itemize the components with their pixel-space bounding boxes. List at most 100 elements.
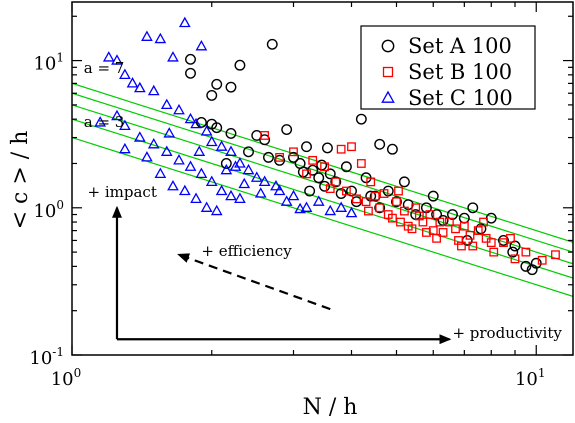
data-point (526, 264, 538, 276)
data-point (266, 38, 278, 50)
data-point (111, 109, 123, 121)
data-point (102, 51, 115, 62)
data-point (355, 113, 367, 125)
data-point (475, 223, 487, 235)
x-tick-label: 100 (51, 366, 82, 390)
data-point (313, 172, 325, 184)
data-point (205, 175, 218, 187)
plot-frame (71, 1, 574, 356)
data-point (316, 159, 328, 171)
data-point (242, 163, 255, 175)
data-point (302, 169, 311, 179)
data-point (119, 119, 131, 131)
data-point (154, 32, 167, 44)
data-point (551, 250, 560, 260)
legend-label: Set B 100 (408, 60, 512, 84)
data-point (211, 78, 223, 90)
data-point (274, 154, 286, 166)
data-point (280, 195, 293, 206)
data-point (195, 39, 208, 51)
data-point (331, 177, 341, 187)
data-point (206, 89, 218, 101)
data-point (147, 137, 160, 149)
data-point (324, 204, 337, 216)
annotation-efficiency: + efficiency (201, 242, 292, 260)
data-point (468, 241, 478, 251)
x-tick-label: 101 (515, 366, 546, 390)
data-point (141, 30, 153, 41)
data-point (352, 194, 361, 204)
data-point (200, 201, 213, 212)
data-point (438, 228, 448, 237)
data-point (308, 155, 318, 165)
data-point (435, 217, 445, 227)
data-point (147, 84, 160, 96)
data-point (461, 234, 473, 246)
data-point (356, 159, 366, 168)
data-point (432, 233, 441, 243)
data-point (394, 186, 403, 196)
data-point (133, 131, 146, 142)
data-point (167, 179, 179, 191)
data-point (451, 224, 460, 234)
data-point (454, 236, 463, 245)
reference-line-a-6 (72, 92, 573, 253)
data-point (287, 189, 300, 201)
series-circle (185, 38, 542, 276)
data-point (173, 103, 185, 115)
data-point (335, 201, 348, 212)
y-tick-label: 100 (33, 198, 64, 222)
annotations: a = 7 a = 3 + impact + efficiency + producti… (84, 59, 563, 342)
data-point (391, 196, 402, 208)
data-point (263, 151, 274, 163)
data-point (211, 122, 223, 134)
data-point (407, 224, 417, 234)
data-point (374, 138, 386, 150)
data-point (205, 135, 218, 147)
data-point (300, 201, 313, 212)
data-point (250, 171, 263, 182)
data-point (210, 204, 223, 216)
data-point (184, 112, 197, 124)
data-point (375, 203, 385, 213)
data-point (111, 54, 123, 65)
data-point (330, 176, 342, 188)
data-point (178, 184, 191, 196)
data-point (185, 53, 196, 65)
data-point (510, 254, 520, 264)
x-axis-label: N / h (303, 395, 358, 420)
data-point (447, 209, 458, 220)
y-tick-label: 10-1 (29, 345, 64, 369)
data-point (163, 127, 176, 138)
data-point (294, 202, 306, 214)
data-point (220, 158, 232, 169)
data-point (386, 143, 398, 155)
data-point (444, 217, 454, 227)
y-tick-label: 101 (33, 51, 64, 75)
data-point (301, 141, 312, 153)
y-axis-label: < c > / h (8, 131, 33, 230)
data-point (366, 177, 376, 187)
data-point (320, 162, 329, 172)
data-point (185, 67, 196, 79)
data-point (190, 192, 202, 204)
data-point (260, 131, 270, 140)
annotation-arrows (111, 205, 452, 345)
data-point (133, 81, 146, 93)
data-point (425, 210, 435, 219)
series-square (260, 131, 560, 265)
series-triangle (94, 16, 358, 218)
reference-label-a-3: a = 3 (84, 113, 125, 131)
data-point (335, 188, 347, 199)
reference-label-a-7: a = 7 (84, 59, 125, 77)
data-point (399, 206, 409, 216)
data-point (398, 176, 410, 188)
data-point (225, 145, 237, 156)
data-point (234, 157, 246, 168)
data-point (289, 147, 298, 157)
legend-marker-circle (381, 39, 395, 53)
